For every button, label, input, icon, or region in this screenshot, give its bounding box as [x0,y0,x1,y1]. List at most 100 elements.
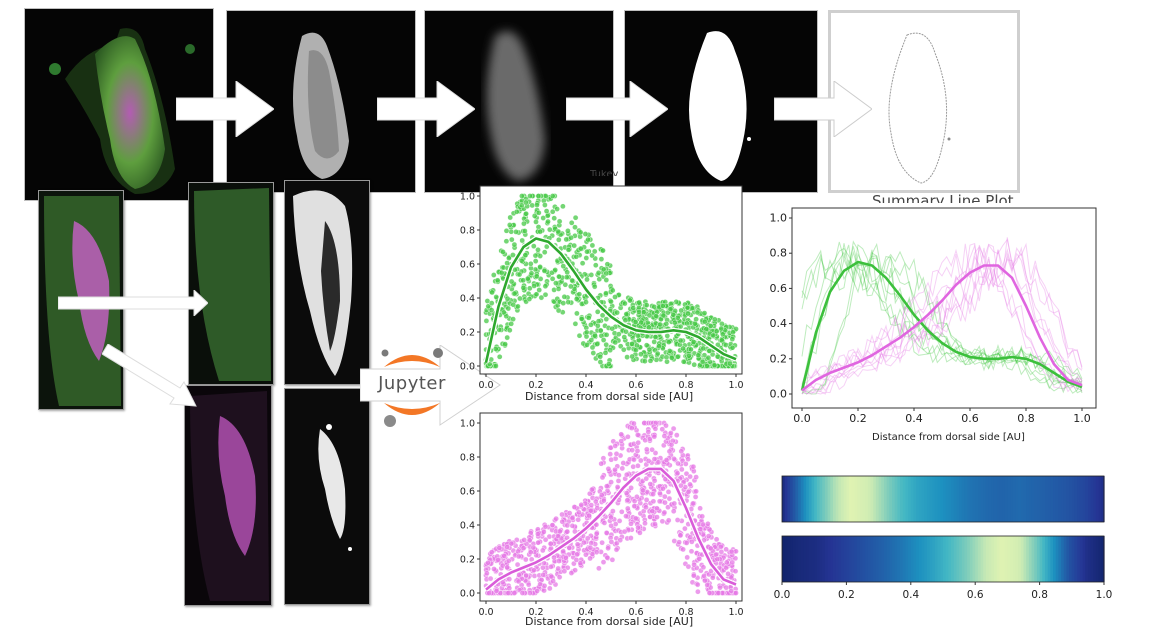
heatmap-cell [975,536,979,582]
heatmap-cell [913,536,917,582]
heatmap-cell [798,536,802,582]
scatter-point [576,332,583,339]
scatter-point [552,267,558,273]
scatter-point [726,360,733,367]
scatter-point [656,343,662,349]
scatter-point [600,337,607,343]
heatmap-cell [1074,476,1078,522]
scatter-point [534,588,540,594]
scatter-point [663,422,669,429]
heatmap-cell [800,476,805,522]
scatter-point [701,318,708,325]
x-tick-label: 0.2 [528,607,543,615]
scatter-point [522,252,529,258]
scatter-point [671,456,677,462]
scatter-point [715,353,721,360]
heatmap-cell [883,476,888,522]
heatmap-cell [824,536,829,582]
heatmap-cell [1063,476,1068,522]
scatter-point [609,287,616,294]
heatmap-cell [902,536,907,582]
sample-line [801,243,1083,395]
heatmap-cell [948,476,952,522]
scatter-point [718,337,725,344]
scatter-point [662,499,668,506]
scatter-point [555,286,562,292]
heatmap-cell [1079,476,1084,522]
scatter-point [488,300,495,306]
heatmap-cell [905,476,909,522]
heatmap-frame [781,535,1105,583]
scatter-point [666,495,673,502]
scatter-point [566,544,573,551]
heatmap-cell [1053,536,1057,582]
scatter-point [709,574,716,581]
heatmap-cell [964,536,968,582]
heatmap-cell [1077,536,1081,582]
scatter-point [630,305,636,311]
x-tick-label: 0.2 [849,412,867,425]
heatmap-cell [953,536,958,582]
heatmap-cell [961,536,966,582]
heatmap-cell [900,476,904,522]
scatter-point [651,339,657,345]
scatter-point [622,317,629,323]
heatmap-cell [932,536,936,582]
scatter-point [505,558,512,564]
scatter-point [718,543,724,550]
scatter-point [624,497,631,503]
sample-line [801,241,1083,394]
scatter-point [634,342,640,349]
scatter-point [647,357,654,364]
heatmap-cell [827,476,831,522]
summary-plot-title-partial: Summary Line Plot [872,192,1014,203]
heatmap-cell [798,476,802,522]
scatter-point [597,327,604,334]
scatter-point [542,536,549,543]
scatter-point [581,539,587,546]
heatmap-cell [1018,476,1022,522]
scatter-point [592,332,598,339]
scatter-point [718,548,725,555]
fit-line [485,467,737,591]
scatter-point [631,420,637,427]
scatter-point [585,314,592,321]
scatter-point [551,554,557,561]
y-tick-label: 0.8 [770,247,788,260]
heatmap-cell [827,536,831,582]
magenta-plot-xlabel: Distance from dorsal side [AU] [525,615,694,628]
scatter-point [589,344,596,351]
jupyter-logo-icon [381,348,443,427]
heatmap-cell [851,536,856,582]
scatter-point [541,268,548,274]
scatter-point [643,446,650,453]
scatter-point [529,202,535,209]
heatmap-cell [951,536,955,582]
scatter-point [678,466,685,473]
scatter-point [602,349,609,356]
heatmap-cell [1071,476,1076,522]
scatter-point [623,513,629,519]
heatmap-cell [1050,536,1054,582]
scatter-point [650,498,657,505]
scatter-point [593,530,600,537]
heatmap-cell [881,536,885,582]
heatmap-cell [1002,476,1006,522]
magenta-mean-line [801,264,1083,392]
heatmap-cell [1058,476,1062,522]
scatter-point [614,484,621,490]
scatter-point [629,341,635,347]
scatter-point [638,319,644,326]
scatter-point [599,474,606,481]
heatmap-cell [1042,536,1046,582]
scatter-point [652,425,659,432]
scatter-point [564,522,571,529]
scatter-point [680,358,687,365]
scatter-point [537,581,543,587]
scatter-point [560,203,566,210]
scatter-point [713,536,720,543]
scatter-point [516,572,522,578]
scatter-point [723,546,729,553]
scatter-point [608,456,614,463]
scatter-point [545,218,551,225]
